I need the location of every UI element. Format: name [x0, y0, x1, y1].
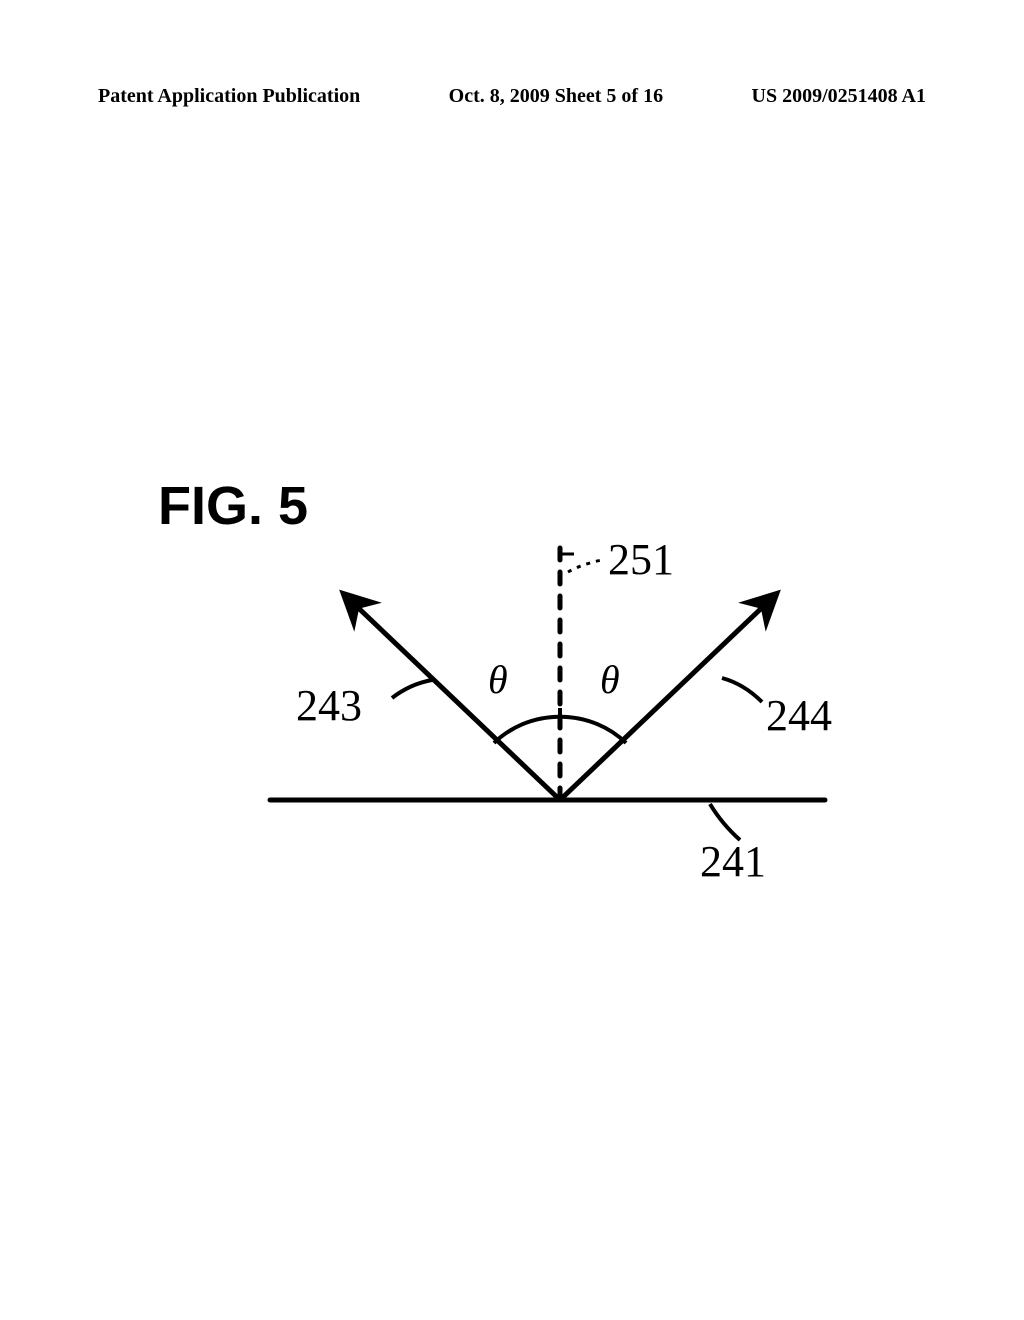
- page: Patent Application Publication Oct. 8, 2…: [0, 0, 1024, 1320]
- theta-right: θ: [600, 656, 620, 703]
- header-center: Oct. 8, 2009 Sheet 5 of 16: [449, 85, 663, 108]
- header-left: Patent Application Publication: [98, 85, 360, 108]
- label-243: 243: [296, 680, 362, 731]
- theta-left: θ: [488, 656, 508, 703]
- reflection-diagram: 251 243 244 241 θ θ: [210, 480, 850, 910]
- leader-241: [710, 804, 740, 840]
- leader-251: [568, 560, 602, 572]
- reflected-ray-right: [560, 600, 770, 800]
- label-244: 244: [766, 690, 832, 741]
- reflected-ray-left: [350, 600, 560, 800]
- leader-244: [722, 678, 762, 702]
- header-right: US 2009/0251408 A1: [752, 85, 926, 108]
- label-241: 241: [700, 836, 766, 887]
- label-251: 251: [608, 534, 674, 585]
- page-header: Patent Application Publication Oct. 8, 2…: [0, 85, 1024, 108]
- leader-243: [392, 680, 432, 698]
